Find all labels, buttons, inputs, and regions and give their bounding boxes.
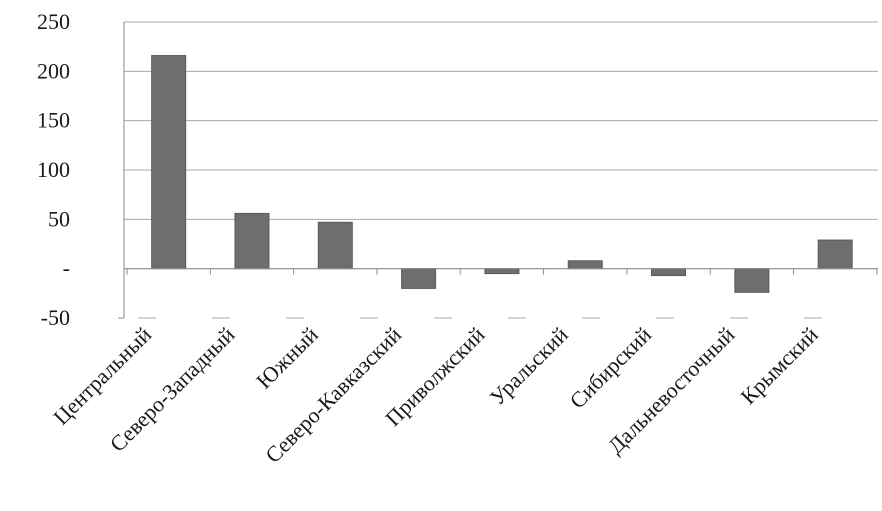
y-tick-label: 50: [48, 206, 70, 231]
y-tick-label: -50: [41, 305, 70, 330]
x-tick-label: Южный: [251, 322, 323, 394]
x-tick-label: Уральский: [485, 322, 573, 410]
bar-7: [734, 268, 770, 293]
y-tick-label: 250: [37, 9, 70, 34]
bar-8: [817, 239, 853, 270]
y-tick-label: 150: [37, 108, 70, 133]
x-tick-label: Крымский: [735, 322, 822, 409]
axes: [118, 22, 878, 319]
y-tick-label: 100: [37, 157, 70, 182]
bar-5: [567, 260, 603, 270]
bar-1: [234, 212, 270, 270]
bar-2: [317, 221, 353, 270]
bar-0: [151, 55, 187, 270]
bar-3: [401, 268, 437, 289]
y-tick-label: 200: [37, 58, 70, 83]
bars: [151, 55, 853, 293]
bar-6: [651, 268, 687, 277]
y-tick-labels: 250 200 150 100 50 - -50: [37, 9, 70, 330]
bar-4: [484, 268, 520, 275]
y-tick-label: -: [63, 256, 70, 281]
x-tick-label: Сибирский: [565, 322, 657, 414]
